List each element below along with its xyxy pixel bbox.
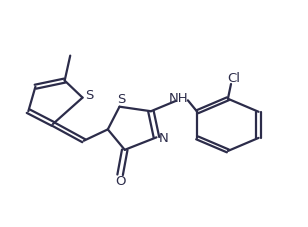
Text: NH: NH: [169, 92, 188, 105]
Text: N: N: [158, 132, 168, 145]
Text: O: O: [115, 175, 125, 188]
Text: S: S: [85, 89, 94, 102]
Text: Cl: Cl: [227, 72, 240, 85]
Text: S: S: [117, 93, 125, 106]
